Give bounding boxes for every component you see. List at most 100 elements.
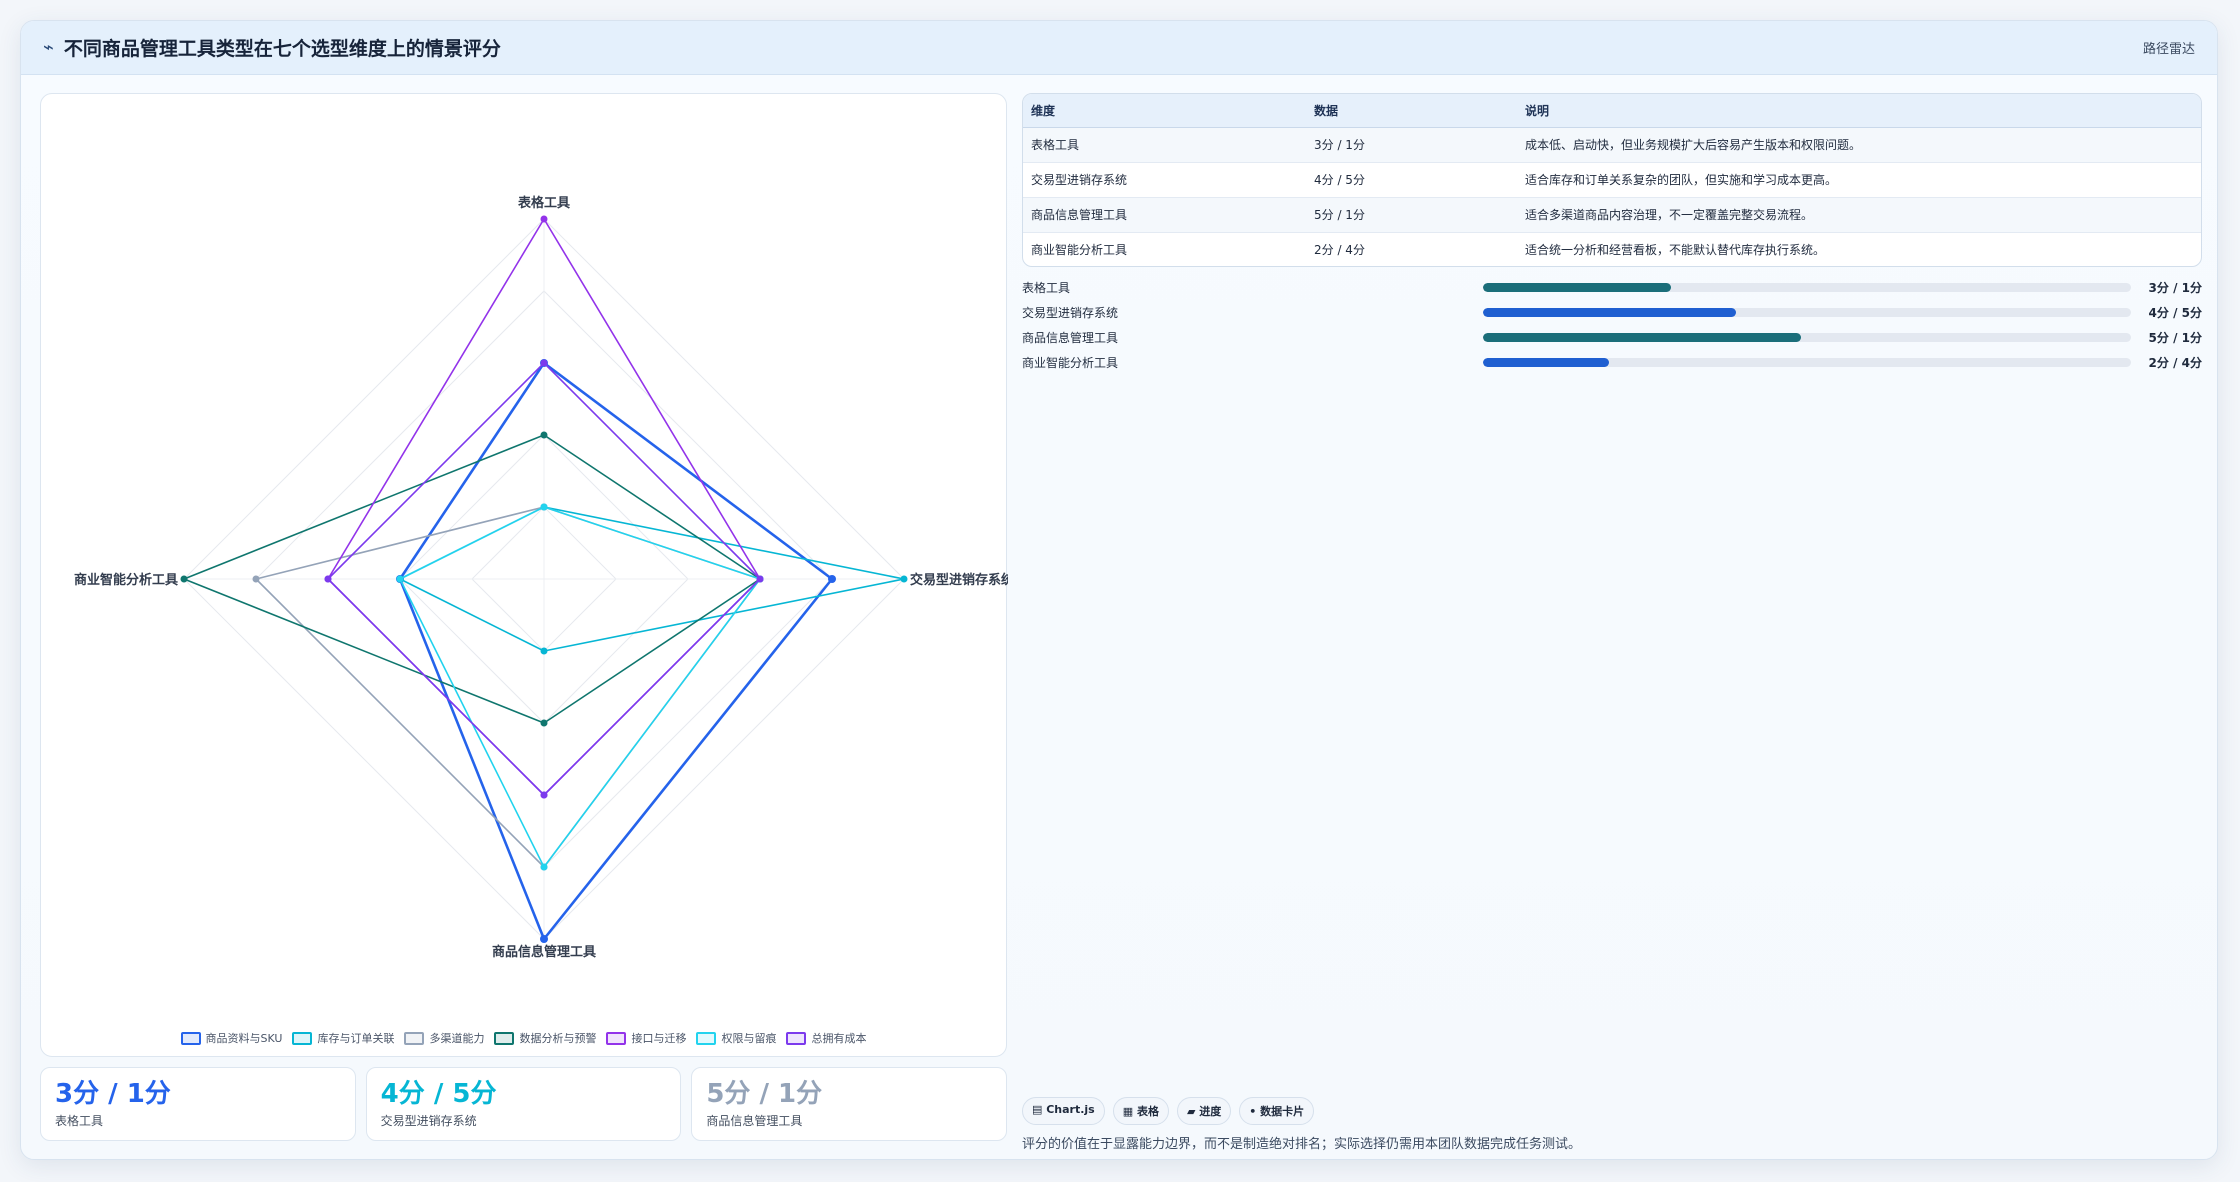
chip-progress[interactable]: ▰ 进度 <box>1176 1097 1232 1125</box>
table-cell: 交易型进销存系统 <box>1023 162 1306 198</box>
table-cell: 适合库存和订单关系复杂的团队，但实施和学习成本更高。 <box>1517 162 2201 198</box>
kpi-label: 交易型进销存系统 <box>380 1114 477 1128</box>
legend-swatch <box>494 1031 515 1045</box>
legend-item[interactable]: 接口与迁移 <box>606 1028 686 1048</box>
card-header: ⌁ 不同商品管理工具类型在七个选型维度上的情景评分 路径雷达 <box>21 21 2217 75</box>
axis-label: 交易型进销存系统 <box>910 572 1008 588</box>
progress-value: 4分 / 5分 <box>2148 306 2202 320</box>
series-point <box>540 935 548 943</box>
progress-row: 交易型进销存系统 4分 / 5分 <box>1022 300 2202 325</box>
chart-legend: 商品资料与SKU 库存与订单关联 多渠道能力 数据分析与预警 接口与迁移 权限与留痕 总拥有… <box>41 1028 1006 1048</box>
table-cell: 商业智能分析工具 <box>1031 243 1128 258</box>
series-point <box>900 575 908 583</box>
legend-label: 权限与留痕 <box>721 1032 777 1045</box>
axis-label: 商业智能分析工具 <box>74 572 178 588</box>
table-cell: 5分 / 1分 <box>1306 197 1517 233</box>
series-point <box>540 215 548 223</box>
kpi-value: 3分 / 1分 <box>55 1079 171 1109</box>
legend-item[interactable]: 总拥有成本 <box>786 1028 866 1048</box>
table-cell: 3分 / 1分 <box>1306 127 1517 163</box>
table-cell: 商品信息管理工具 <box>1023 197 1306 233</box>
kpi-card: 5分 / 1分 商品信息管理工具 <box>691 1067 1008 1141</box>
series-point <box>540 863 548 871</box>
legend-label: 总拥有成本 <box>811 1032 867 1045</box>
legend-item[interactable]: 权限与留痕 <box>696 1028 776 1048</box>
kpi-card: 3分 / 1分 表格工具 <box>40 1067 356 1141</box>
progress-label: 商业智能分析工具 <box>1022 356 1119 370</box>
legend-label: 多渠道能力 <box>429 1032 485 1045</box>
kpi-label: 商品信息管理工具 <box>706 1114 803 1128</box>
data-table: 维度 数据 说明 表格工具 3分 / 1分 成本低、启动快，但业务规模扩大后容易… <box>1022 93 2202 267</box>
series-point <box>540 791 548 799</box>
table-row: 商业智能分析工具 2分 / 4分 适合统一分析和经营看板，不能默认替代库存执行系… <box>1023 232 2201 266</box>
table-cell: 适合多渠道商品内容治理，不一定覆盖完整交易流程。 <box>1517 197 2201 233</box>
legend-label: 库存与订单关联 <box>317 1032 395 1045</box>
series-point <box>324 575 332 583</box>
kpi-cards: 3分 / 1分 表格工具 4分 / 5分 交易型进销存系统 5分 / 1分 商品… <box>40 1067 1008 1141</box>
legend-swatch <box>606 1031 627 1045</box>
column-header: 维度 <box>1023 94 1306 128</box>
chip-data-cards[interactable]: • 数据卡片 <box>1239 1097 1315 1125</box>
table-cell: 表格工具 <box>1023 127 1306 163</box>
tech-chips: ▤ Chart.js ▦ 表格 ▰ 进度 • 数据卡片 <box>1022 1097 1315 1125</box>
progress-row: 商品信息管理工具 5分 / 1分 <box>1022 325 2202 350</box>
progress-row: 商业智能分析工具 2分 / 4分 <box>1022 350 2202 375</box>
series-point <box>540 647 548 655</box>
table-cell: 适合统一分析和经营看板，不能默认替代库存执行系统。 <box>1525 243 1826 258</box>
legend-item[interactable]: 多渠道能力 <box>404 1028 484 1048</box>
legend-label: 商品资料与SKU <box>205 1032 283 1045</box>
page-title: 不同商品管理工具类型在七个选型维度上的情景评分 <box>63 38 501 60</box>
progress-track <box>1483 283 2131 292</box>
progress-fill <box>1483 283 1671 292</box>
table-cell: 4分 / 5分 <box>1306 162 1517 198</box>
series-point <box>180 575 188 583</box>
series-point <box>756 575 764 583</box>
progress-row: 表格工具 3分 / 1分 <box>1022 275 2202 300</box>
legend-item[interactable]: 商品资料与SKU <box>180 1028 283 1048</box>
series-point <box>396 575 404 583</box>
progress-value: 2分 / 4分 <box>2148 356 2202 370</box>
progress-value: 3分 / 1分 <box>2148 281 2202 295</box>
table-row: 商品信息管理工具 5分 / 1分 适合多渠道商品内容治理，不一定覆盖完整交易流程… <box>1023 197 2201 233</box>
table-row: 交易型进销存系统 4分 / 5分 适合库存和订单关系复杂的团队，但实施和学习成本… <box>1023 162 2201 198</box>
series-point <box>540 431 548 439</box>
progress-fill <box>1483 308 1736 317</box>
legend-label: 接口与迁移 <box>631 1032 687 1045</box>
legend-swatch <box>786 1031 807 1045</box>
series-point <box>540 719 548 727</box>
table-cell: 2分 / 4分 <box>1314 243 1365 258</box>
table-row: 表格工具 3分 / 1分 成本低、启动快，但业务规模扩大后容易产生版本和权限问题… <box>1023 127 2201 163</box>
legend-item[interactable]: 库存与订单关联 <box>292 1028 394 1048</box>
series-point <box>540 359 548 367</box>
legend-swatch <box>404 1031 425 1045</box>
progress-label: 表格工具 <box>1022 281 1071 295</box>
series-point <box>540 503 548 511</box>
kpi-value: 4分 / 5分 <box>380 1079 497 1109</box>
table-header-row: 维度 数据 说明 <box>1023 94 2201 128</box>
dashboard-card: ⌁ 不同商品管理工具类型在七个选型维度上的情景评分 路径雷达 表格工具 交易型进销… <box>20 20 2218 1160</box>
legend-swatch <box>180 1031 201 1045</box>
progress-fill <box>1483 358 1610 367</box>
progress-value: 5分 / 1分 <box>2148 331 2202 345</box>
axis-label: 商品信息管理工具 <box>492 944 596 960</box>
progress-fill <box>1483 333 1801 342</box>
progress-track <box>1483 358 2131 367</box>
progress-label: 交易型进销存系统 <box>1022 306 1119 320</box>
column-header: 数据 <box>1306 94 1517 128</box>
kpi-label: 表格工具 <box>55 1114 104 1128</box>
chip-chartjs[interactable]: ▤ Chart.js <box>1022 1097 1105 1125</box>
legend-swatch <box>696 1031 717 1045</box>
progress-track <box>1483 333 2131 342</box>
chart-mode-label[interactable]: 路径雷达 <box>2142 42 2195 57</box>
chip-table[interactable]: ▦ 表格 <box>1112 1097 1169 1125</box>
line-chart-icon: ⌁ <box>43 37 54 58</box>
progress-list: 表格工具 3分 / 1分 交易型进销存系统 4分 / 5分 商品信息管理工具 5… <box>1022 275 2202 375</box>
series-point <box>252 575 260 583</box>
footnote: 评分的价值在于显露能力边界，而不是制造绝对排名；实际选择仍需用本团队数据完成任务… <box>1022 1137 1582 1152</box>
table-cell: 成本低、启动快，但业务规模扩大后容易产生版本和权限问题。 <box>1517 127 2201 163</box>
legend-item[interactable]: 数据分析与预警 <box>494 1028 596 1048</box>
kpi-card: 4分 / 5分 交易型进销存系统 <box>365 1067 682 1141</box>
radar-chart-panel: 表格工具 交易型进销存系统 商品信息管理工具 商业智能分析工具 商品资料与SKU 库存与… <box>40 93 1008 1057</box>
progress-track <box>1483 308 2131 317</box>
